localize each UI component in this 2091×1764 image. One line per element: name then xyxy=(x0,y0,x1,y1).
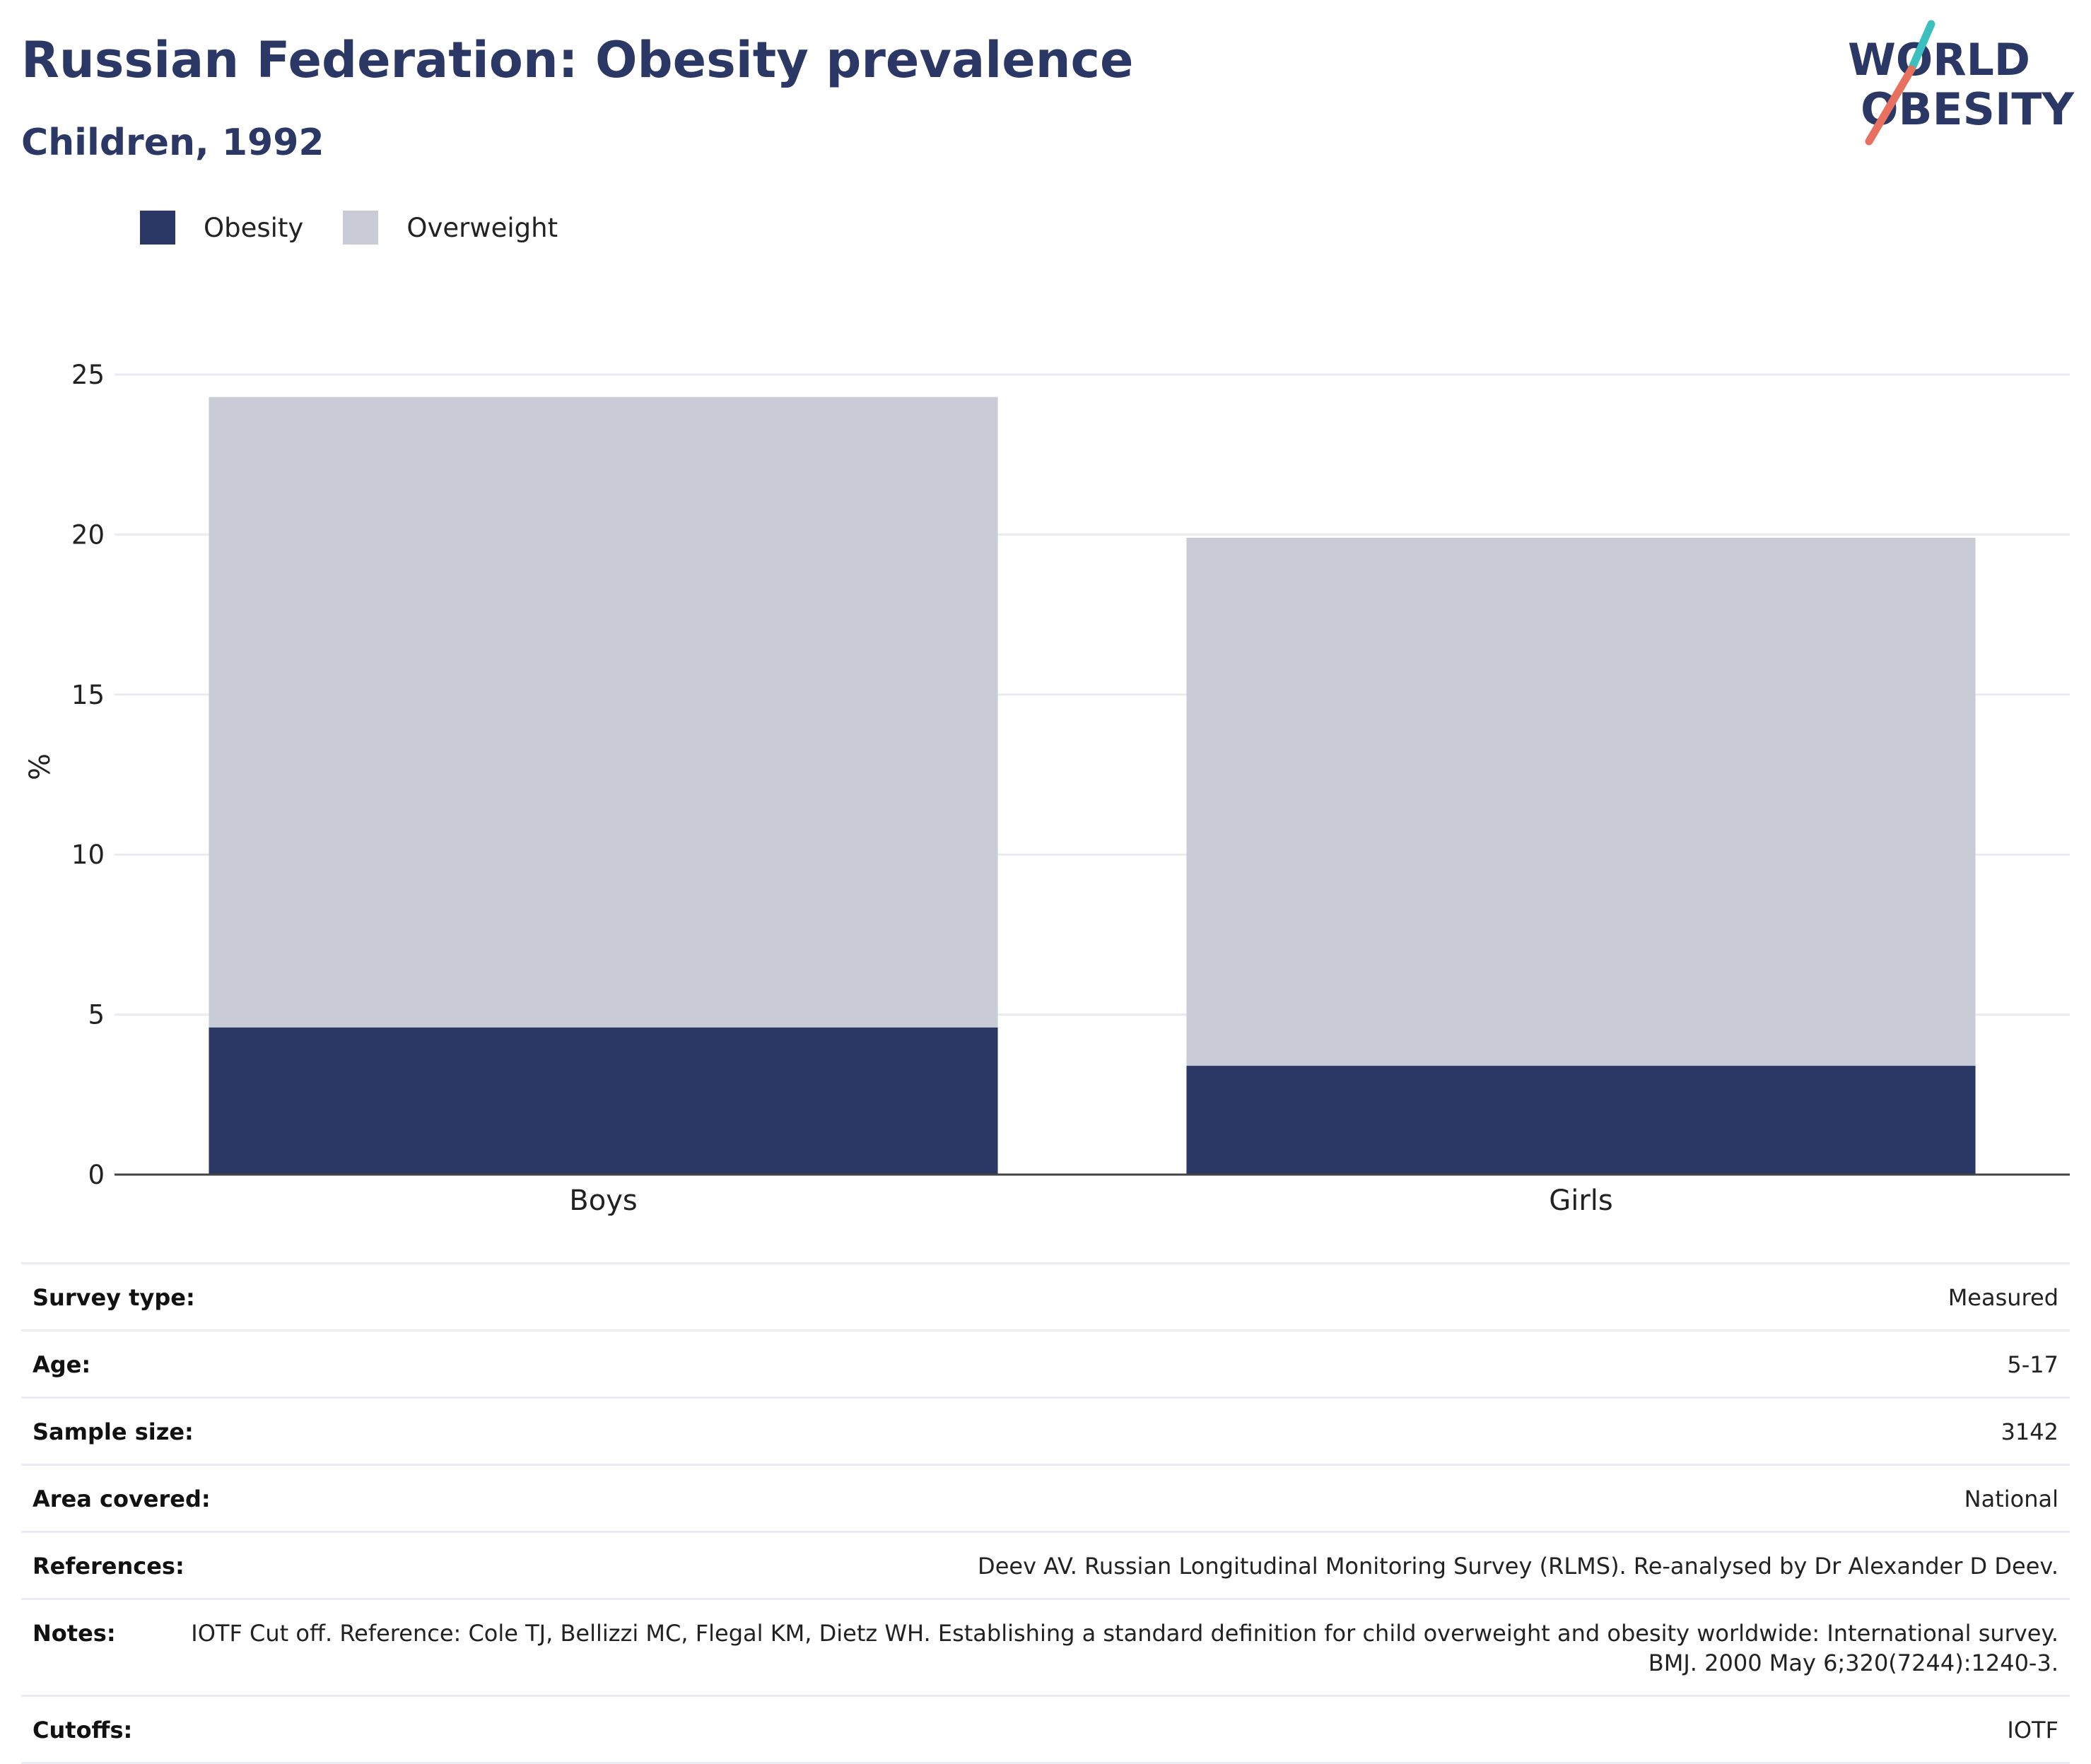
bar-boys-overweight[interactable] xyxy=(209,396,998,1028)
legend-item-overweight[interactable]: Overweight xyxy=(343,211,558,245)
info-label: Survey type: xyxy=(33,1284,195,1311)
logo-line-2: OBESITY xyxy=(1861,83,2075,135)
y-tick-label: 15 xyxy=(71,680,105,710)
info-label: References: xyxy=(33,1553,184,1580)
axis-layer: 0 5 10 15 20 25 Boys Girls xyxy=(71,360,2070,1216)
legend-item-obesity[interactable]: Obesity xyxy=(140,211,303,245)
y-tick-label: 25 xyxy=(71,360,105,390)
legend-label-overweight: Overweight xyxy=(406,212,558,243)
info-value: 5-17 xyxy=(2007,1351,2058,1378)
bar-girls-overweight[interactable] xyxy=(1186,537,1976,1066)
x-category-label: Girls xyxy=(1549,1184,1613,1216)
chart-legend: Obesity Overweight xyxy=(140,211,597,245)
stacked-bar-chart: 0 5 10 15 20 25 Boys Girls % xyxy=(24,360,2070,1216)
info-label: Cutoffs: xyxy=(33,1717,133,1744)
info-row: Survey type: Measured xyxy=(21,1264,2070,1331)
info-value: Measured xyxy=(1948,1284,2058,1311)
info-value: IOTF xyxy=(2007,1717,2058,1744)
legend-swatch-overweight xyxy=(343,211,379,245)
page-title: Russian Federation: Obesity prevalence xyxy=(21,31,1134,89)
bar-boys-obesity[interactable] xyxy=(209,1027,998,1175)
info-row: Sample size: 3142 xyxy=(21,1399,2070,1466)
logo-slash-top xyxy=(1907,20,1935,74)
y-tick-label: 10 xyxy=(71,840,105,870)
info-label: Sample size: xyxy=(33,1418,194,1445)
x-category-label: Boys xyxy=(569,1184,637,1216)
info-row: Notes: IOTF Cut off. Reference: Cole TJ, … xyxy=(21,1600,2070,1697)
world-obesity-logo: WORLD OBESITY xyxy=(1848,20,2075,146)
info-row: Area covered: National xyxy=(21,1466,2070,1533)
y-tick-label: 0 xyxy=(88,1160,105,1190)
legend-label-obesity: Obesity xyxy=(204,212,304,243)
y-tick-label: 20 xyxy=(71,519,105,550)
info-row: Cutoffs: IOTF xyxy=(21,1697,2070,1764)
y-axis-label: % xyxy=(24,753,57,780)
survey-info-table: Survey type: Measured Age: 5-17 Sample size:… xyxy=(21,1262,2070,1764)
y-tick-label: 5 xyxy=(88,1000,105,1030)
info-value: National xyxy=(1964,1486,2058,1512)
logo-slash-bottom xyxy=(1865,65,1916,146)
info-value: 3142 xyxy=(2001,1418,2058,1445)
info-value: Deev AV. Russian Longitudinal Monitoring… xyxy=(978,1553,2058,1580)
info-row: References: Deev AV. Russian Longitudinal… xyxy=(21,1533,2070,1600)
logo-line-1: WORLD xyxy=(1848,34,2030,86)
info-label: Age: xyxy=(33,1351,91,1378)
bar-layer xyxy=(209,396,1976,1175)
legend-swatch-obesity xyxy=(140,211,175,245)
info-label: Notes: xyxy=(33,1620,116,1647)
page-subtitle: Children, 1992 xyxy=(21,122,324,164)
bar-girls-obesity[interactable] xyxy=(1186,1066,1976,1175)
info-value: IOTF Cut off. Reference: Cole TJ, Belliz… xyxy=(191,1620,2058,1676)
info-label: Area covered: xyxy=(33,1486,211,1512)
info-row: Age: 5-17 xyxy=(21,1331,2070,1399)
